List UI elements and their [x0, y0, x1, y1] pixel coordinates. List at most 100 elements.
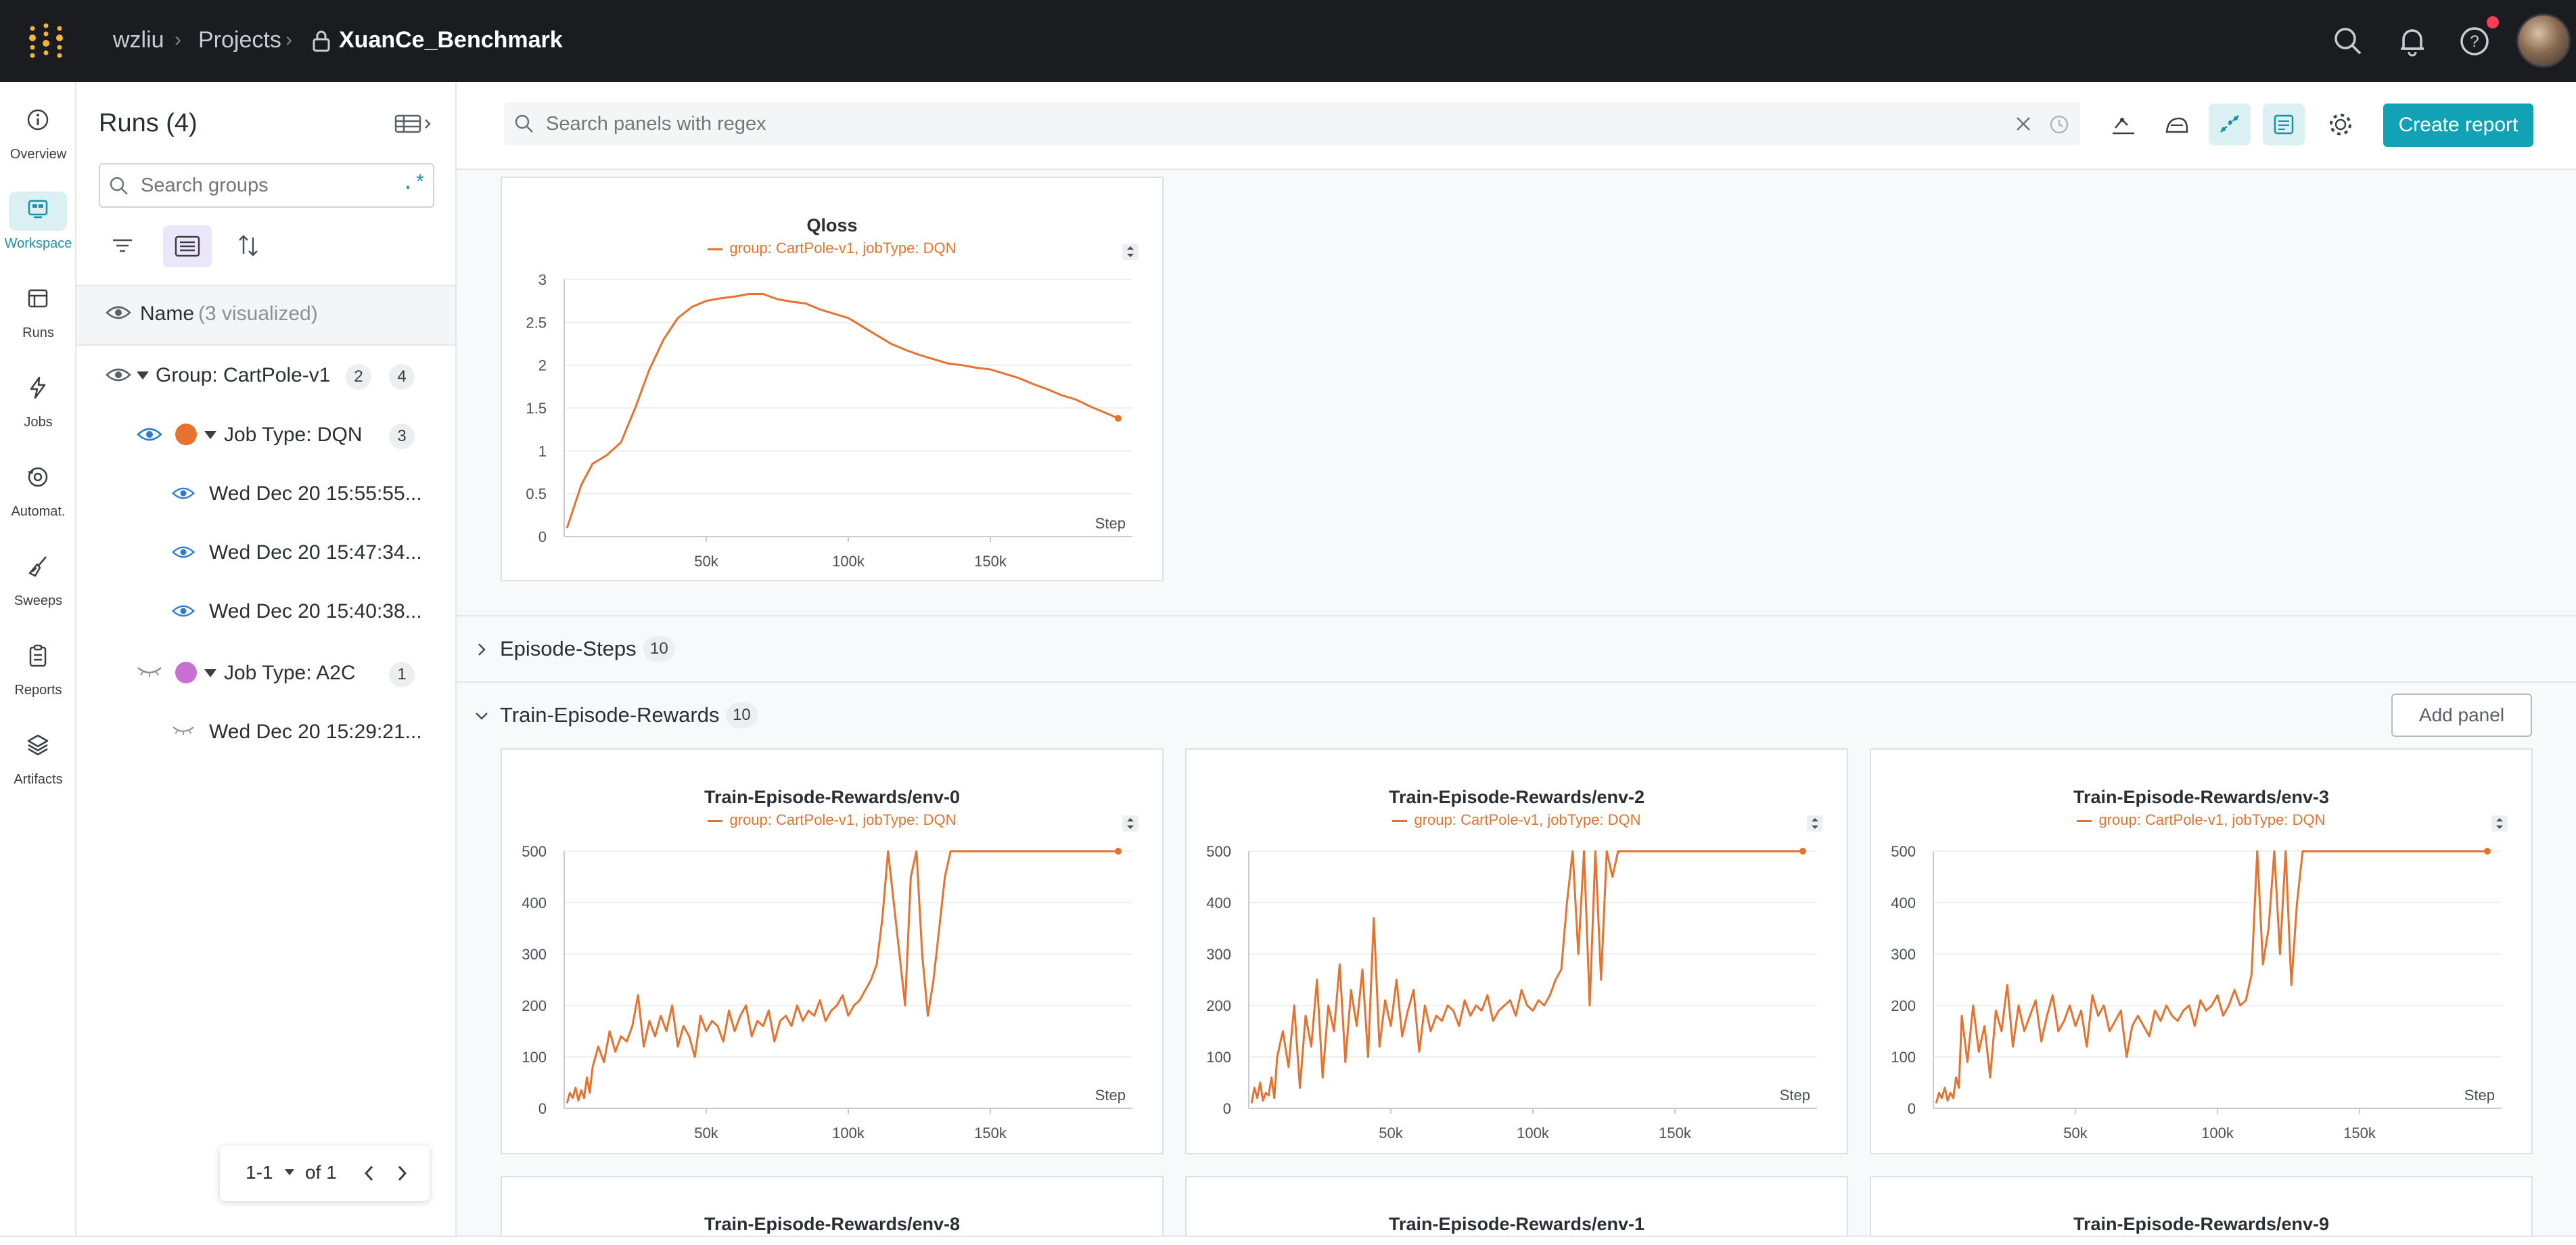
- nav-runs[interactable]: Runs: [0, 278, 76, 353]
- nav-artifacts[interactable]: Artifacts: [0, 725, 76, 799]
- run-item[interactable]: Wed Dec 20 15:55:55...: [209, 482, 422, 505]
- search-groups-input[interactable]: [139, 171, 383, 200]
- chevron-right-icon[interactable]: [474, 641, 489, 658]
- name-column-header[interactable]: Name: [140, 302, 195, 325]
- y-tick-label: 2: [538, 357, 547, 374]
- y-tick-label: 300: [1891, 946, 1916, 963]
- chevron-down-icon[interactable]: [473, 708, 490, 723]
- env-0-chart[interactable]: 0 100 200 300 400 500 50k 100k 150k Step: [502, 831, 1162, 1153]
- group-label[interactable]: Group: CartPole-v1: [156, 364, 331, 386]
- regex-toggle[interactable]: .*: [402, 173, 427, 196]
- breadcrumb-projects[interactable]: Projects: [198, 27, 281, 53]
- legend-expand-icon[interactable]: [2491, 815, 2508, 832]
- sync-xaxis-icon[interactable]: [2109, 110, 2137, 139]
- chevron-left-icon[interactable]: [361, 1163, 378, 1183]
- eye-closed-icon[interactable]: [171, 725, 196, 735]
- chart-panel-env-3[interactable]: Train-Episode-Rewards/env-3 group: CartP…: [1870, 748, 2533, 1154]
- x-axis-label: Step: [2464, 1087, 2495, 1104]
- y-tick-label: 400: [522, 895, 547, 911]
- section-title-train-rewards[interactable]: Train-Episode-Rewards: [500, 703, 720, 727]
- runs-panel: Runs (4) .* Name (3 visualized) Group: C…: [76, 82, 457, 1245]
- caret-down-icon[interactable]: [135, 369, 151, 382]
- eye-icon[interactable]: [171, 603, 196, 619]
- filter-icon[interactable]: [109, 232, 136, 259]
- clear-icon[interactable]: [2014, 114, 2033, 133]
- search-icon: [515, 114, 533, 133]
- env-2-chart[interactable]: 0 100 200 300 400 500 50k 100k 150k Step: [1187, 831, 1847, 1153]
- bottom-edge: [0, 1236, 2576, 1245]
- legend-expand-icon[interactable]: [1806, 815, 1824, 832]
- color-swatch-dqn[interactable]: [175, 424, 197, 445]
- caret-down-icon[interactable]: [202, 428, 218, 442]
- table-icon: [28, 289, 48, 308]
- caret-down-icon[interactable]: [283, 1167, 296, 1177]
- create-report-button[interactable]: Create report: [2383, 104, 2533, 147]
- page-range-select[interactable]: 1-1: [246, 1162, 273, 1183]
- avatar[interactable]: [2516, 14, 2571, 68]
- eye-icon[interactable]: [105, 366, 132, 384]
- chart-panel-env-9[interactable]: Train-Episode-Rewards/env-9: [1870, 1176, 2533, 1245]
- caret-down-icon[interactable]: [202, 666, 218, 680]
- nav-sweeps[interactable]: Sweeps: [0, 546, 76, 620]
- chart-title: Train-Episode-Rewards/env-2: [1388, 787, 1645, 807]
- smoothing-icon[interactable]: [2163, 110, 2191, 139]
- layout-toggle[interactable]: [2263, 104, 2305, 145]
- chart-panel-env-8[interactable]: Train-Episode-Rewards/env-8: [501, 1176, 1164, 1245]
- eye-icon[interactable]: [105, 304, 132, 321]
- qloss-chart[interactable]: 0 0.5 1 1.5 2 2.5 3 50k 100k 150k Step: [502, 259, 1162, 580]
- x-tick-label: 150k: [974, 553, 1007, 570]
- chevron-right-icon[interactable]: [393, 1163, 411, 1183]
- x-tick-label: 150k: [974, 1125, 1007, 1141]
- run-item[interactable]: Wed Dec 20 15:47:34...: [209, 541, 422, 564]
- panel-search-field[interactable]: [504, 102, 2080, 145]
- outliers-toggle[interactable]: [2209, 104, 2251, 145]
- section-divider: [457, 615, 2576, 616]
- add-panel-button[interactable]: Add panel: [2391, 694, 2532, 737]
- search-groups-field[interactable]: .*: [99, 163, 434, 208]
- table-view-toggle-icon[interactable]: [394, 113, 435, 135]
- nav-overview[interactable]: Overview: [0, 99, 76, 174]
- breadcrumb-project[interactable]: XuanCe_Benchmark: [339, 27, 563, 53]
- left-nav: Overview Workspace Runs Jobs Automat. Sw…: [0, 82, 76, 1245]
- eye-closed-icon[interactable]: [136, 665, 163, 677]
- color-swatch-a2c[interactable]: [175, 662, 197, 683]
- legend-expand-icon[interactable]: [1122, 815, 1139, 832]
- env-3-chart[interactable]: 0 100 200 300 400 500 50k 100k 150k Step: [1871, 831, 2531, 1153]
- series-end-point: [1115, 415, 1122, 422]
- nav-workspace[interactable]: Workspace: [0, 189, 76, 263]
- eye-icon[interactable]: [171, 544, 196, 560]
- group-button[interactable]: [163, 225, 212, 267]
- eye-icon[interactable]: [171, 485, 196, 501]
- sort-icon[interactable]: [235, 232, 262, 259]
- legend-expand-icon[interactable]: [1122, 243, 1139, 261]
- y-tick-label: 300: [1206, 946, 1231, 963]
- chart-panel-env-1[interactable]: Train-Episode-Rewards/env-1: [1185, 1176, 1848, 1245]
- chart-panel-env-0[interactable]: Train-Episode-Rewards/env-0 group: CartP…: [501, 748, 1164, 1154]
- series-line: [1935, 850, 2487, 1104]
- nav-reports[interactable]: Reports: [0, 635, 76, 710]
- section-divider: [457, 681, 2576, 683]
- chart-panel-qloss[interactable]: Qloss group: CartPole-v1, jobType: DQN 0…: [501, 177, 1164, 581]
- chart-title: Qloss: [806, 215, 858, 235]
- search-icon[interactable]: [2331, 24, 2365, 58]
- job-type-dqn-label[interactable]: Job Type: DQN: [224, 424, 363, 446]
- nav-automations[interactable]: Automat.: [0, 457, 76, 531]
- chart-panel-env-2[interactable]: Train-Episode-Rewards/env-2 group: CartP…: [1185, 748, 1848, 1154]
- breadcrumb-separator-icon: ›: [285, 28, 292, 51]
- top-bar: wzliu › Projects › XuanCe_Benchmark ?: [0, 0, 2576, 82]
- breadcrumb-user[interactable]: wzliu: [113, 27, 164, 53]
- run-item[interactable]: Wed Dec 20 15:29:21...: [209, 721, 422, 743]
- eye-icon[interactable]: [136, 426, 163, 443]
- wandb-logo-icon[interactable]: [27, 23, 65, 61]
- history-icon[interactable]: [2048, 113, 2071, 136]
- nav-jobs[interactable]: Jobs: [0, 367, 76, 442]
- pagination: 1-1 of 1: [220, 1146, 430, 1201]
- panel-search-input[interactable]: [545, 110, 1965, 137]
- gear-icon[interactable]: [2326, 110, 2355, 139]
- job-type-a2c-label[interactable]: Job Type: A2C: [224, 662, 356, 684]
- section-title-episode-steps[interactable]: Episode-Steps: [500, 637, 637, 660]
- run-item[interactable]: Wed Dec 20 15:40:38...: [209, 600, 422, 622]
- x-tick-label: 100k: [832, 1125, 865, 1141]
- bell-icon[interactable]: [2395, 24, 2429, 58]
- help-icon[interactable]: ?: [2458, 24, 2491, 58]
